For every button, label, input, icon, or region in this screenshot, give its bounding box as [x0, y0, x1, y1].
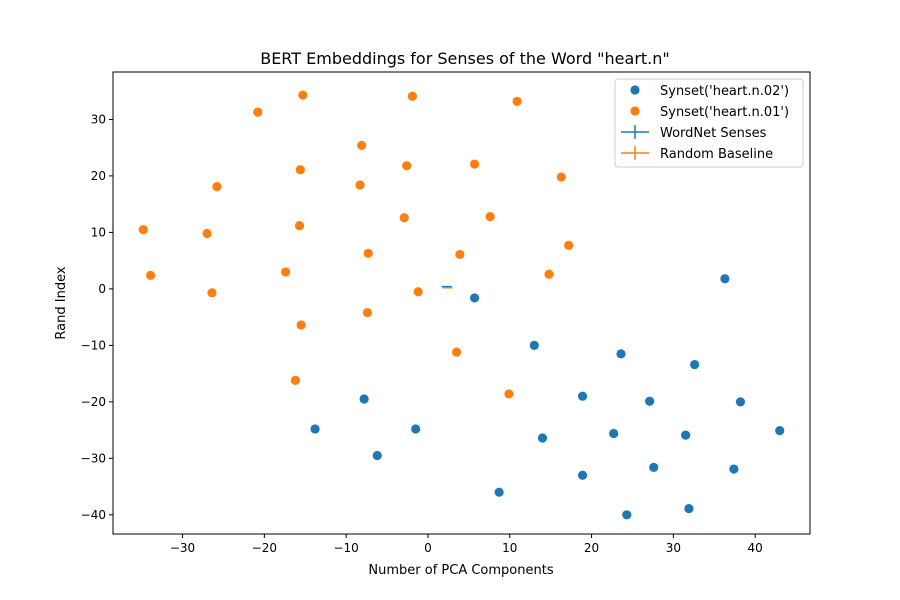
y-axis-title: Rand Index: [54, 266, 69, 339]
scatter-point: [494, 487, 504, 497]
x-tick-label: 10: [502, 541, 517, 555]
scatter-point: [407, 91, 418, 101]
scatter-point: [202, 228, 212, 239]
x-tick-label: 40: [748, 541, 763, 555]
y-tick-label: 20: [91, 169, 106, 183]
series-0: [310, 274, 785, 520]
scatter-point: [577, 391, 588, 401]
scatter-point: [295, 165, 305, 175]
scatter-point: [609, 428, 619, 439]
scatter-point: [684, 503, 694, 514]
legend-label: Synset('heart.n.02'): [660, 84, 789, 99]
scatter-point: [296, 320, 306, 330]
scatter-point: [544, 269, 554, 279]
y-tick-label: 10: [91, 225, 106, 239]
scatter-point: [402, 161, 412, 171]
x-axis: −30 −20 −10 0 10 20 30 40: [170, 534, 763, 555]
scatter-point: [207, 288, 217, 298]
y-tick-label: 30: [91, 112, 106, 126]
x-tick-label: −30: [170, 541, 195, 555]
scatter-point: [281, 267, 291, 277]
y-tick-label: −20: [81, 395, 106, 409]
scatter-point: [363, 248, 373, 258]
scatter-point: [735, 397, 746, 407]
x-axis-title: Number of PCA Components: [368, 563, 553, 578]
scatter-point: [729, 464, 739, 474]
chart-title: BERT Embeddings for Senses of the Word "…: [260, 49, 670, 68]
scatter-point: [413, 287, 423, 297]
scatter-point: [690, 359, 700, 370]
scatter-point: [455, 249, 465, 260]
scatter-point: [512, 96, 522, 106]
scatter-point: [355, 180, 365, 190]
scatter-point: [357, 140, 367, 151]
scatter-point: [294, 221, 305, 231]
scatter-point: [681, 430, 691, 440]
scatter-point: [504, 389, 514, 399]
scatter-point: [253, 107, 263, 117]
x-tick-label: 20: [584, 541, 599, 555]
scatter-point: [577, 470, 588, 480]
legend-box: [614, 78, 804, 168]
scatter-point: [556, 172, 566, 182]
legend-label: WordNet Senses: [660, 126, 767, 141]
legend-marker: [630, 85, 640, 95]
scatter-point: [485, 211, 495, 222]
x-tick-label: 0: [424, 541, 432, 555]
scatter-point: [310, 424, 320, 434]
data-marks: [138, 90, 785, 520]
scatter-point: [138, 224, 148, 235]
y-tick-label: −30: [81, 451, 106, 465]
x-tick-label: 30: [666, 541, 681, 555]
scatter-point: [399, 213, 409, 223]
x-tick-label: −10: [333, 541, 358, 555]
scatter-point: [359, 394, 369, 404]
scatter-point: [564, 240, 574, 250]
scatter-point: [537, 433, 548, 443]
scatter-point: [146, 270, 156, 280]
legend-label: Synset('heart.n.01'): [660, 105, 789, 120]
scatter-point: [451, 347, 462, 357]
x-tick-label: −20: [252, 541, 277, 555]
y-axis: −40 −30 −20 −10 0 10 20 30: [81, 112, 113, 522]
scatter-point: [622, 510, 632, 520]
scatter-point: [529, 340, 539, 350]
legend-marker: [630, 106, 640, 116]
legend-label: Random Baseline: [660, 147, 773, 162]
scatter-point: [775, 426, 785, 436]
scatter-point: [649, 462, 659, 472]
scatter-point: [616, 349, 626, 359]
scatter-point: [212, 182, 222, 192]
scatter-point: [411, 424, 421, 434]
scatter-point: [720, 274, 730, 284]
scatter-point: [372, 450, 382, 461]
y-tick-label: 0: [98, 282, 106, 296]
scatter-point: [298, 90, 308, 100]
y-tick-label: −10: [81, 338, 106, 352]
series-1: [138, 90, 574, 399]
scatter-point: [362, 308, 373, 318]
scatter-point: [645, 396, 655, 406]
scatter-point: [469, 159, 480, 169]
y-tick-label: −40: [81, 508, 106, 522]
scatter-point: [469, 293, 480, 303]
scatter-point: [290, 375, 301, 385]
legend: Synset('heart.n.02') Synset('heart.n.01')…: [614, 78, 804, 168]
